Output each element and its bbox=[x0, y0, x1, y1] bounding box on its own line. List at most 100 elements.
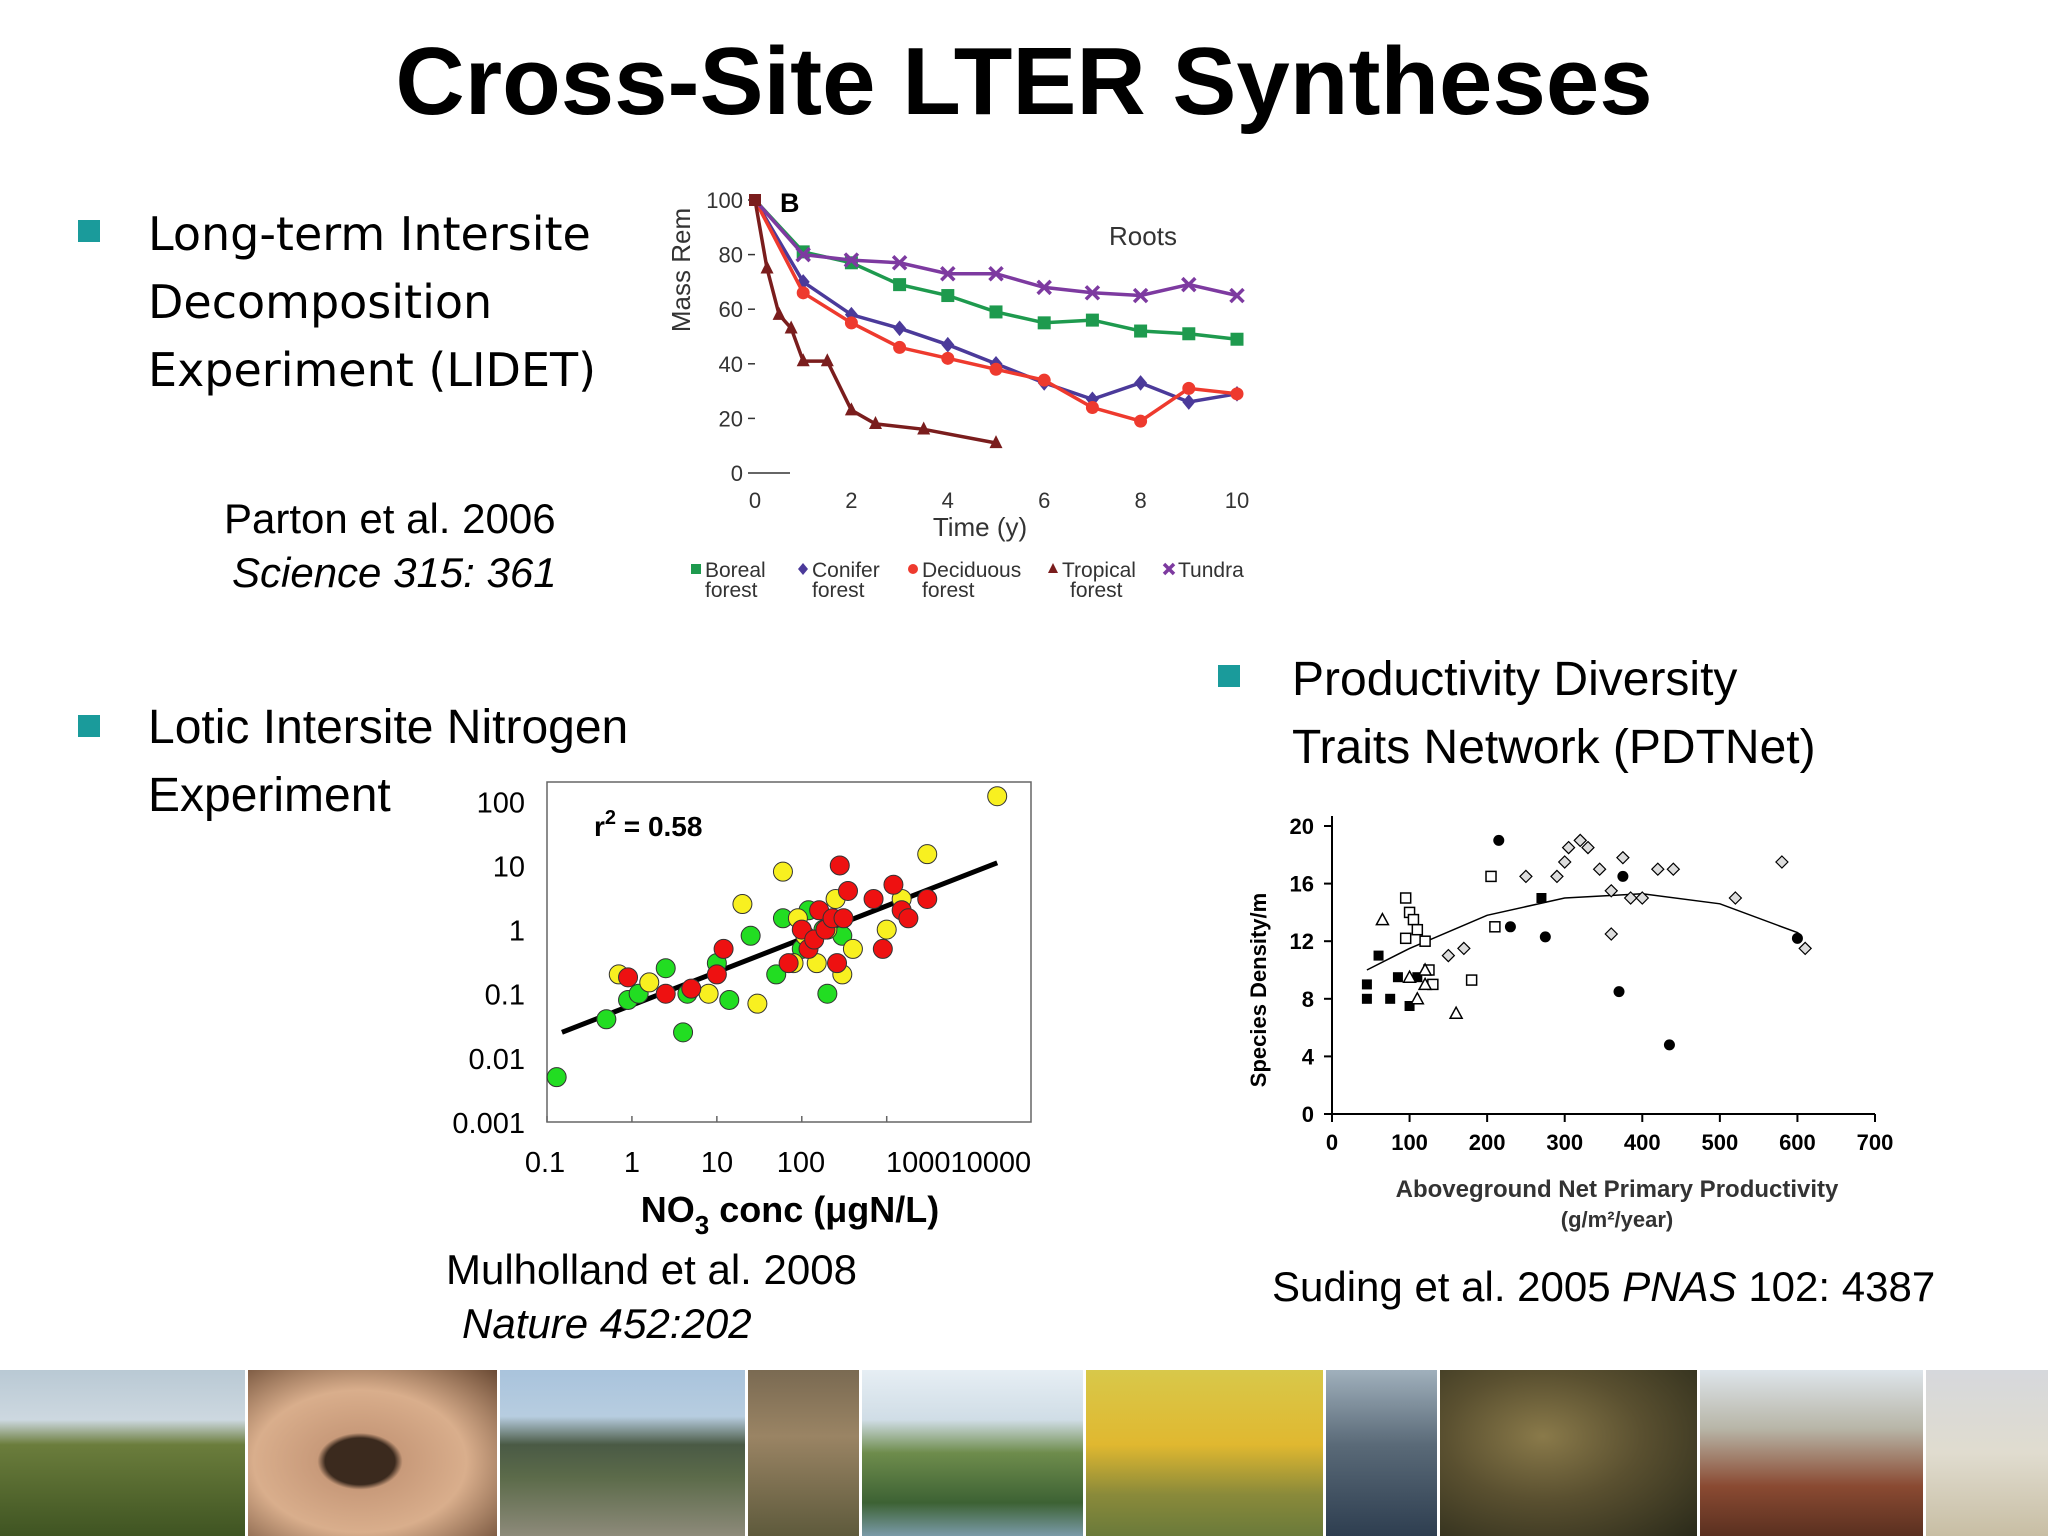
photo-forest-researcher bbox=[1440, 1370, 1700, 1536]
data-point-green bbox=[655, 958, 676, 979]
x-tick-label: 10 bbox=[701, 1147, 733, 1179]
x-axis-label-rest: conc (μgN/L) bbox=[709, 1189, 939, 1230]
data-point bbox=[760, 260, 774, 274]
data-point-open-diamond bbox=[1623, 891, 1638, 905]
bullet-lint: Lotic Intersite Nitrogen Experiment bbox=[148, 694, 628, 830]
legend-label: forest bbox=[922, 579, 975, 602]
data-point-open-diamond bbox=[1457, 941, 1471, 956]
data-point-yellow bbox=[917, 844, 938, 865]
data-point-yellow bbox=[772, 861, 793, 882]
y-tick-label: 0 bbox=[1302, 1102, 1314, 1127]
data-point bbox=[796, 353, 810, 367]
data-point bbox=[1085, 400, 1099, 414]
data-point-filled-square bbox=[1361, 979, 1372, 990]
legend-marker bbox=[798, 563, 808, 575]
data-point-filled-square bbox=[1536, 893, 1547, 903]
x-tick-label: 700 bbox=[1857, 1130, 1894, 1155]
data-point-filled-circle bbox=[1493, 834, 1505, 846]
x-tick-label: 4 bbox=[942, 488, 954, 513]
citation-parton: Parton et al. 2006 Science 315: 361 bbox=[224, 492, 557, 600]
x-tick-label: 100 bbox=[777, 1147, 825, 1179]
data-point-filled-square bbox=[1385, 993, 1396, 1004]
series-line bbox=[753, 199, 997, 445]
y-tick-label: 0 bbox=[731, 461, 743, 486]
data-point-open-diamond bbox=[1441, 948, 1456, 963]
x-axis-label: Aboveground Net Primary Productivity bbox=[1396, 1176, 1839, 1203]
y-tick-label: 12 bbox=[1290, 929, 1314, 954]
data-point bbox=[1132, 287, 1149, 304]
data-point bbox=[1230, 332, 1244, 346]
data-point bbox=[988, 265, 1004, 282]
bullet-square-icon bbox=[1218, 665, 1240, 687]
data-point-open-triangle bbox=[1417, 976, 1433, 991]
photo-trail bbox=[748, 1370, 862, 1536]
data-point-open-square bbox=[1407, 913, 1420, 926]
x-axis-label: Time (y) bbox=[933, 512, 1027, 542]
legend-label: Boreal bbox=[705, 559, 766, 582]
photo-mountain-landscape bbox=[500, 1370, 748, 1536]
legend-marker bbox=[691, 564, 701, 574]
bullet-lidet-line: Experiment (LIDET) bbox=[148, 343, 597, 397]
legend-marker bbox=[1048, 563, 1058, 573]
annotation-superscript: 2 bbox=[605, 807, 616, 829]
data-point-open-square bbox=[1419, 935, 1431, 947]
photo-sand-dunes bbox=[1926, 1370, 2048, 1536]
data-point bbox=[1036, 279, 1052, 296]
citation-authors: Suding et al. 2005 bbox=[1272, 1263, 1623, 1310]
data-point-green bbox=[546, 1067, 567, 1088]
data-point-red bbox=[778, 953, 799, 974]
data-point bbox=[989, 435, 1003, 449]
data-point bbox=[796, 286, 810, 300]
x-tick-label: 8 bbox=[1134, 488, 1146, 513]
bullet-square-icon bbox=[78, 715, 100, 737]
legend-label: Tropical bbox=[1062, 559, 1136, 582]
data-point-filled-circle bbox=[1617, 870, 1629, 882]
data-point-open-square bbox=[1485, 870, 1497, 883]
x-tick-label: 0 bbox=[749, 488, 761, 513]
x-axis-label-units: (g/m²/year) bbox=[1561, 1207, 1673, 1232]
data-point bbox=[989, 305, 1003, 319]
data-point-open-square bbox=[1489, 921, 1501, 933]
data-point-open-diamond bbox=[1604, 927, 1619, 941]
data-point bbox=[917, 421, 931, 435]
data-point bbox=[772, 306, 786, 320]
legend-label: Deciduous bbox=[922, 559, 1021, 582]
data-point bbox=[1182, 394, 1196, 410]
data-point-red bbox=[883, 874, 904, 895]
bullet-lint-line: Lotic Intersite Nitrogen bbox=[148, 701, 629, 754]
y-tick-label: 0.01 bbox=[469, 1044, 525, 1076]
data-point-filled-square bbox=[1404, 1001, 1415, 1011]
legend-label: Tundra bbox=[1178, 559, 1244, 582]
page-title: Cross-Site LTER Syntheses bbox=[395, 28, 1653, 135]
legend-marker bbox=[908, 564, 918, 574]
data-point bbox=[820, 353, 834, 367]
data-point-yellow bbox=[876, 919, 897, 940]
plot-frame bbox=[546, 781, 1032, 1123]
x-tick-label: 0 bbox=[1326, 1130, 1338, 1155]
y-axis-label: Species Density/m bbox=[1246, 893, 1271, 1087]
data-point bbox=[1134, 324, 1148, 338]
panel-label: B bbox=[780, 188, 800, 218]
data-point-open-diamond bbox=[1557, 855, 1572, 869]
data-point-open-diamond bbox=[1581, 840, 1595, 855]
photo-salamander-hand bbox=[248, 1370, 500, 1536]
data-point bbox=[844, 316, 858, 330]
x-tick-label: 100010000 bbox=[886, 1147, 1031, 1179]
lidet-decomposition-chart: 0 20 40 60 80 100 0 2 4 6 8 10 B Roots Time (y) Mas… bbox=[666, 188, 1249, 602]
legend-label: forest bbox=[812, 579, 865, 602]
data-point-filled-square bbox=[1392, 972, 1403, 983]
data-point-filled-square bbox=[1373, 950, 1384, 961]
data-point-green bbox=[817, 983, 838, 1004]
x-axis-label-main: NO bbox=[641, 1189, 695, 1230]
annotation-value: = 0.58 bbox=[616, 811, 702, 842]
data-point-red bbox=[713, 938, 734, 959]
data-point-open-diamond bbox=[1550, 869, 1564, 884]
y-axis-label: Mass Rem bbox=[666, 208, 696, 332]
data-point-filled-circle bbox=[1791, 932, 1803, 944]
data-point bbox=[940, 265, 956, 282]
y-tick-label: 80 bbox=[719, 243, 743, 268]
data-point bbox=[795, 246, 811, 263]
x-tick-label: 1 bbox=[624, 1147, 640, 1179]
data-point bbox=[1230, 387, 1244, 401]
